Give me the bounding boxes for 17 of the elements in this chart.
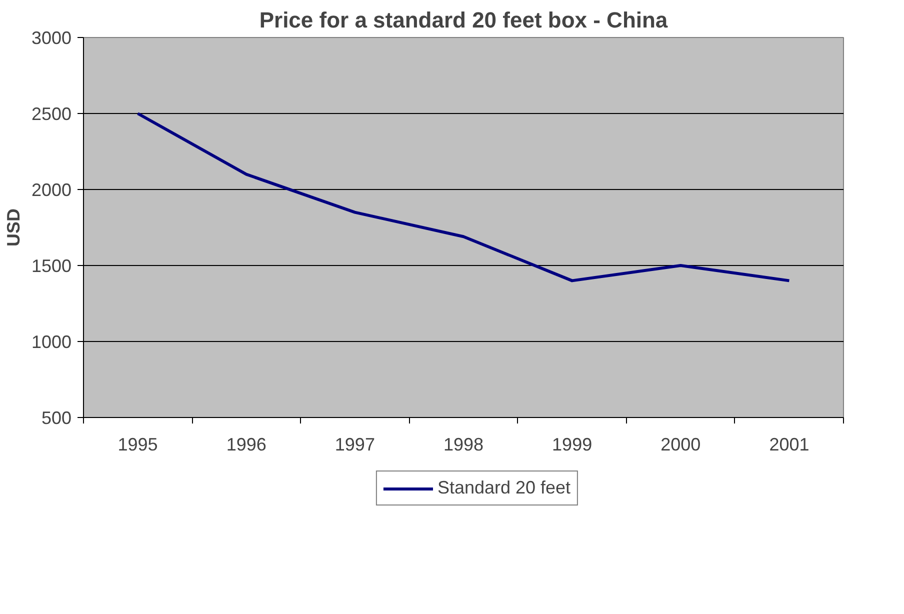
y-tick-label: 500 bbox=[41, 408, 72, 428]
y-tick-label: 1500 bbox=[31, 256, 72, 276]
y-axis-title: USD bbox=[3, 208, 24, 246]
y-tick-label: 2000 bbox=[31, 180, 72, 200]
y-tick-label: 3000 bbox=[31, 28, 72, 48]
x-tick-label: 1995 bbox=[118, 434, 158, 454]
line-series bbox=[136, 112, 791, 282]
x-tick-label: 1996 bbox=[226, 434, 266, 454]
x-tick-label: 1997 bbox=[334, 434, 375, 454]
chart-title: Price for a standard 20 feet box - China bbox=[259, 8, 668, 32]
y-tick-label: 2500 bbox=[31, 104, 72, 124]
legend-label: Standard 20 feet bbox=[437, 478, 571, 498]
x-tick-label: 1999 bbox=[552, 434, 592, 454]
y-tick-label: 1000 bbox=[31, 332, 72, 352]
x-tick-label: 2000 bbox=[660, 434, 701, 454]
x-tick-label: 2001 bbox=[769, 434, 810, 454]
x-tick-label: 1998 bbox=[443, 434, 484, 454]
